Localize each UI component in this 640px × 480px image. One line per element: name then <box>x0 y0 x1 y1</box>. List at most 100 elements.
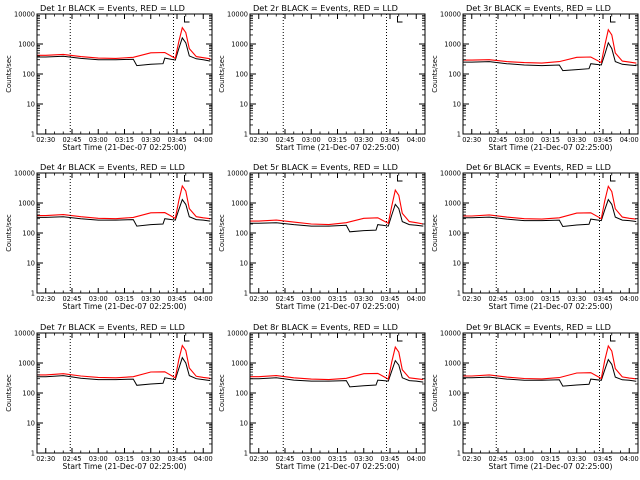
y-tick-label: 1000 <box>18 41 35 49</box>
y-tick-label: 100 <box>22 71 35 79</box>
x-tick-label: 02:45 <box>62 455 81 463</box>
panel-title: Det 8r BLACK = Events, RED = LLD <box>253 322 398 332</box>
x-tick-label: 02:30 <box>462 136 481 144</box>
x-tick-label: 04:00 <box>407 295 426 303</box>
lld-rate-line <box>463 28 637 64</box>
x-tick-label: 03:30 <box>354 455 373 463</box>
x-tick-label: 02:30 <box>36 136 55 144</box>
x-axis-label: Start Time (21-Dec-07 02:25:00) <box>276 462 400 471</box>
x-tick-label: 03:15 <box>328 455 347 463</box>
bracket-marker <box>397 16 403 23</box>
panel-title: Det 5r BLACK = Events, RED = LLD <box>253 162 398 172</box>
events-rate-line <box>250 359 424 388</box>
x-tick-label: 03:45 <box>167 455 186 463</box>
x-tick-label: 03:45 <box>167 295 186 303</box>
x-axis-label: Start Time (21-Dec-07 02:25:00) <box>63 143 187 152</box>
x-tick-label: 03:15 <box>541 455 560 463</box>
x-tick-label: 04:00 <box>194 136 213 144</box>
y-tick-label: 1 <box>244 131 248 139</box>
bracket-marker <box>184 16 190 23</box>
x-tick-label: 02:30 <box>249 136 268 144</box>
events-rate-line <box>250 203 424 233</box>
y-tick-label: 100 <box>22 230 35 238</box>
x-tick-label: 02:45 <box>488 295 507 303</box>
x-tick-label: 03:00 <box>515 295 534 303</box>
panel-det-4r: Det 4r BLACK = Events, RED = LLD 1 10 100 10… <box>5 162 213 311</box>
x-tick-label: 03:30 <box>141 295 160 303</box>
x-tick-label: 03:30 <box>141 136 160 144</box>
x-tick-label: 03:45 <box>380 136 399 144</box>
x-tick-label: 03:45 <box>380 455 399 463</box>
y-tick-label: 10 <box>27 420 35 428</box>
y-tick-label: 100 <box>448 71 461 79</box>
x-axis-label: Start Time (21-Dec-07 02:25:00) <box>489 302 613 311</box>
y-axis-label: Counts/sec <box>5 55 13 93</box>
x-tick-label: 03:15 <box>115 136 134 144</box>
panel-det-7r: Det 7r BLACK = Events, RED = LLD 1 10 100 10… <box>5 322 213 471</box>
x-tick-label: 03:00 <box>302 455 321 463</box>
y-axis-label: Counts/sec <box>431 214 439 252</box>
x-tick-label: 03:00 <box>89 295 108 303</box>
bracket-marker <box>397 175 403 182</box>
x-tick-label: 03:00 <box>302 136 321 144</box>
y-axis-label: Counts/sec <box>5 374 13 412</box>
panel-det-6r: Det 6r BLACK = Events, RED = LLD 1 10 100 10… <box>431 162 639 311</box>
x-tick-label: 03:15 <box>328 136 347 144</box>
y-tick-label: 1000 <box>18 360 35 368</box>
x-tick-label: 04:00 <box>620 455 639 463</box>
y-tick-label: 10 <box>453 420 461 428</box>
x-axis-label: Start Time (21-Dec-07 02:25:00) <box>276 143 400 152</box>
y-tick-label: 10000 <box>14 170 35 178</box>
y-tick-label: 10 <box>453 101 461 109</box>
x-tick-label: 03:00 <box>515 455 534 463</box>
panel-title: Det 4r BLACK = Events, RED = LLD <box>40 162 185 172</box>
y-tick-label: 100 <box>22 390 35 398</box>
bracket-marker <box>184 175 190 182</box>
y-tick-label: 10000 <box>227 11 248 19</box>
x-tick-label: 02:30 <box>249 295 268 303</box>
x-axis-label: Start Time (21-Dec-07 02:25:00) <box>276 302 400 311</box>
lld-rate-line <box>37 26 211 60</box>
x-tick-label: 02:45 <box>275 136 294 144</box>
x-tick-label: 03:15 <box>115 455 134 463</box>
panel-det-8r: Det 8r BLACK = Events, RED = LLD 1 10 100 10… <box>218 322 426 471</box>
events-rate-line <box>463 198 637 228</box>
y-tick-label: 10000 <box>227 170 248 178</box>
lld-rate-line <box>463 184 637 220</box>
events-rate-line <box>37 36 211 67</box>
lld-rate-line <box>463 344 637 380</box>
panel-title: Det 2r BLACK = Events, RED = LLD <box>253 3 398 13</box>
events-rate-line <box>463 41 637 72</box>
y-tick-label: 100 <box>448 230 461 238</box>
x-tick-label: 04:00 <box>620 295 639 303</box>
x-tick-label: 02:45 <box>62 295 81 303</box>
y-tick-label: 1000 <box>444 41 461 49</box>
x-tick-label: 02:30 <box>462 295 481 303</box>
x-tick-label: 03:30 <box>354 295 373 303</box>
y-tick-label: 10000 <box>14 330 35 338</box>
bracket-marker <box>184 335 190 342</box>
x-tick-label: 04:00 <box>407 455 426 463</box>
panel-det-5r: Det 5r BLACK = Events, RED = LLD 1 10 100 10… <box>218 162 426 311</box>
lld-rate-line <box>250 188 424 226</box>
lld-rate-line <box>37 344 211 379</box>
events-rate-line <box>463 358 637 387</box>
y-tick-label: 1000 <box>231 200 248 208</box>
x-tick-label: 02:45 <box>275 295 294 303</box>
x-tick-label: 02:30 <box>36 295 55 303</box>
y-tick-label: 1 <box>457 131 461 139</box>
y-axis-label: Counts/sec <box>431 374 439 412</box>
panel-det-2r: Det 2r BLACK = Events, RED = LLD 1 10 100 10… <box>218 3 426 152</box>
x-tick-label: 03:15 <box>541 295 560 303</box>
bracket-marker <box>610 16 616 23</box>
y-tick-label: 10 <box>240 260 248 268</box>
y-tick-label: 100 <box>235 230 248 238</box>
bracket-marker <box>397 335 403 342</box>
y-axis-label: Counts/sec <box>218 374 226 412</box>
plot-frame <box>249 172 426 294</box>
x-tick-label: 03:45 <box>593 136 612 144</box>
x-tick-label: 03:15 <box>115 295 134 303</box>
panel-title: Det 1r BLACK = Events, RED = LLD <box>40 3 185 13</box>
lld-rate-line <box>37 184 211 220</box>
